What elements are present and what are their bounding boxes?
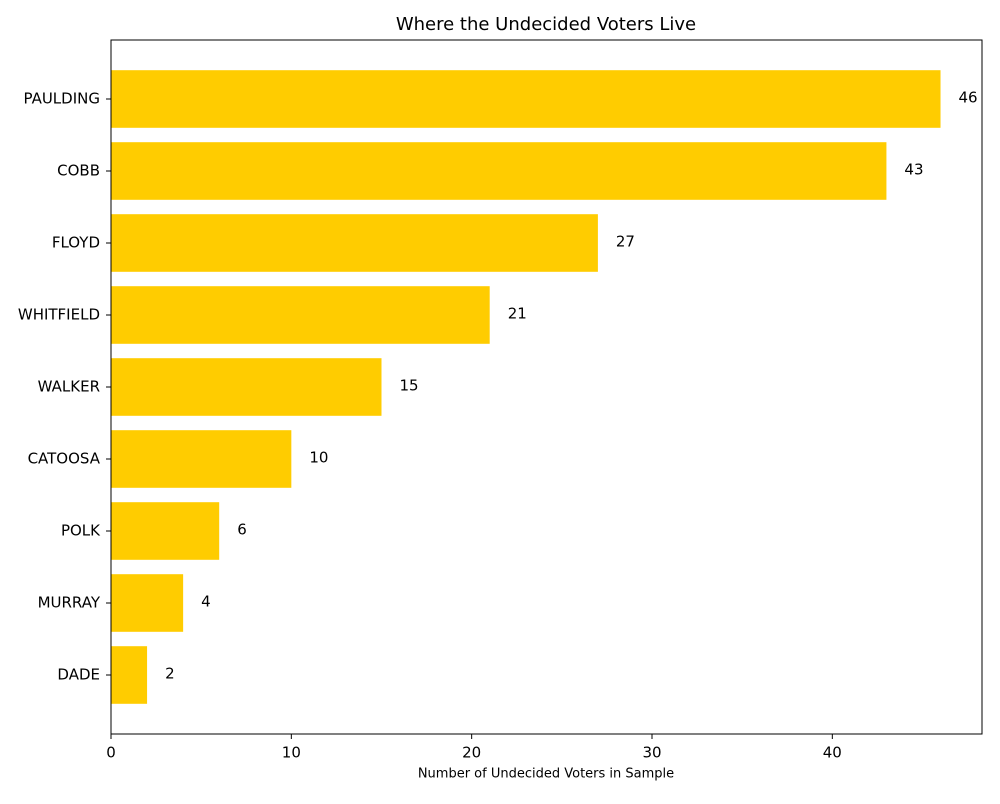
value-label: 43 [904,161,923,179]
value-label: 10 [309,449,328,467]
value-label: 15 [399,377,418,395]
bar [111,142,887,200]
x-tick-label: 40 [823,744,842,762]
value-label: 46 [959,89,978,107]
bar [111,646,148,704]
x-tick-label: 30 [642,744,661,762]
x-tick-label: 20 [462,744,481,762]
plot-frame [110,39,983,735]
bar [111,70,941,128]
x-axis-label: Number of Undecided Voters in Sample [418,767,674,782]
bar [111,574,184,632]
bar [111,286,490,344]
y-tick-label: FLOYD [52,234,100,252]
y-tick-label: MURRAY [38,594,101,612]
y-tick-label: COBB [57,162,100,180]
bar [111,502,220,560]
value-label: 27 [616,233,635,251]
x-tick-label: 10 [282,744,301,762]
bar [111,430,292,488]
value-label: 21 [508,305,527,323]
bar [111,214,598,272]
chart-title: Where the Undecided Voters Live [396,14,696,35]
y-tick-label: WALKER [38,378,100,396]
bar [111,358,382,416]
y-tick-label: POLK [61,522,101,540]
value-label: 6 [237,521,247,539]
y-tick-label: CATOOSA [28,450,101,468]
value-label: 2 [165,665,175,683]
y-tick-label: WHITFIELD [18,306,100,324]
y-tick-label: PAULDING [23,90,100,108]
value-label: 4 [201,593,211,611]
x-tick-label: 0 [106,744,116,762]
y-tick-label: DADE [57,666,100,684]
